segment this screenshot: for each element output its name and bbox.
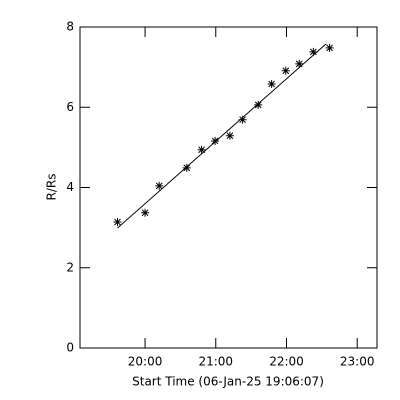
x-tick-label: 21:00 bbox=[198, 355, 233, 369]
x-tick-label: 23:00 bbox=[340, 355, 375, 369]
data-point bbox=[281, 66, 290, 75]
data-point bbox=[225, 131, 234, 140]
data-point bbox=[325, 43, 334, 52]
data-point bbox=[238, 115, 247, 124]
y-tick-label: 2 bbox=[66, 260, 74, 274]
x-tick-label: 22:00 bbox=[269, 355, 304, 369]
data-point bbox=[197, 145, 206, 154]
y-tick-label: 6 bbox=[66, 100, 74, 114]
y-tick-label: 0 bbox=[66, 341, 74, 355]
data-point bbox=[254, 100, 263, 109]
y-tick-label: 4 bbox=[66, 180, 74, 194]
data-point bbox=[182, 163, 191, 172]
y-axis-label: R/Rs bbox=[45, 174, 59, 201]
plot-frame bbox=[79, 26, 378, 349]
data-point bbox=[295, 59, 304, 68]
x-axis-label: Start Time (06-Jan-25 19:06:07) bbox=[132, 375, 324, 389]
fit-line bbox=[117, 43, 327, 229]
data-point bbox=[211, 136, 220, 145]
data-point bbox=[267, 79, 276, 88]
data-point bbox=[141, 208, 150, 217]
data-point bbox=[309, 47, 318, 56]
data-point bbox=[113, 218, 122, 227]
y-tick-label: 8 bbox=[66, 20, 74, 34]
data-point bbox=[155, 181, 164, 190]
x-tick-label: 20:00 bbox=[128, 355, 163, 369]
